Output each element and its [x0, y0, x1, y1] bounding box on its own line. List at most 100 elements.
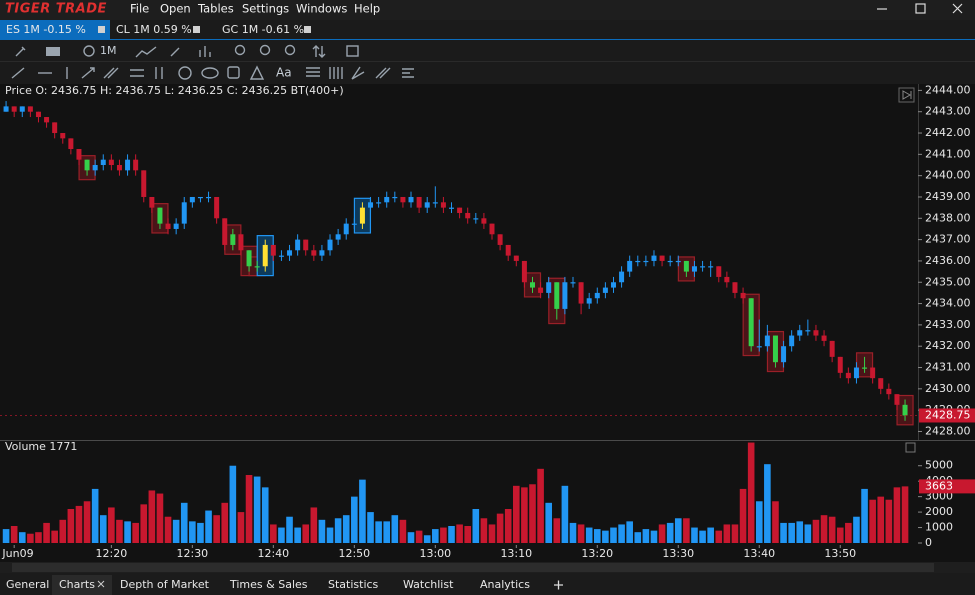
volume-bar [496, 513, 504, 543]
panel-button[interactable] [898, 87, 915, 103]
volume-bar [286, 516, 293, 543]
draw-tool[interactable] [11, 67, 25, 79]
draw-tool[interactable] [227, 66, 240, 79]
volume-bar [731, 524, 739, 543]
candle-body [351, 223, 357, 225]
candle-body [602, 287, 608, 293]
candle-body [862, 367, 868, 369]
bottom-tab[interactable]: Times & Sales [229, 578, 308, 591]
candle-body [222, 218, 228, 245]
tab-label[interactable]: CL 1M 0.59 % [116, 23, 192, 36]
candle-body [44, 117, 50, 123]
tool-icon[interactable] [259, 44, 271, 56]
y-tick-label: 2436.00 [925, 254, 971, 267]
volume-bar [610, 527, 617, 543]
toolbar-row-1: 1M [15, 44, 359, 58]
active-bottom-tab[interactable] [52, 575, 112, 595]
volume-bar [108, 507, 115, 543]
add-tab[interactable] [554, 580, 563, 590]
tool-icon[interactable] [15, 46, 26, 57]
candle-body [789, 335, 795, 347]
last-volume-tag [919, 479, 975, 494]
tool-icon[interactable] [135, 46, 157, 58]
bottom-tab[interactable]: Charts [59, 578, 95, 591]
menu-item[interactable]: Windows [296, 2, 347, 16]
draw-tool[interactable] [178, 66, 192, 80]
tool-icon[interactable] [170, 47, 180, 57]
volume-bar [318, 519, 326, 543]
bottom-tab[interactable]: Depth of Market [120, 578, 210, 591]
price-info: Price O: 2436.75 H: 2436.75 L: 2436.25 C… [5, 84, 344, 97]
volume-bar [310, 507, 318, 543]
toolbar-label[interactable]: 1M [100, 44, 117, 57]
draw-tool[interactable] [103, 67, 119, 79]
volume-bar [432, 529, 439, 543]
toolbar-label[interactable]: Aa [276, 66, 292, 80]
tool-icon[interactable] [346, 45, 359, 57]
volume-bar [326, 527, 334, 543]
tool-icon[interactable] [83, 45, 95, 57]
menu-item[interactable]: File [130, 2, 149, 16]
candle-body [440, 202, 446, 208]
draw-tool[interactable] [130, 69, 144, 77]
draw-tool[interactable] [81, 67, 95, 79]
volume-tick-label: 2000 [925, 505, 953, 518]
volume-bar [140, 504, 148, 543]
menu-item[interactable]: Tables [197, 2, 234, 16]
tool-icon[interactable] [199, 46, 211, 57]
candle-body [424, 202, 430, 208]
draw-tool[interactable] [201, 67, 219, 79]
volume-bar [2, 529, 10, 543]
menu-item[interactable]: Open [160, 2, 191, 16]
scroll-thumb[interactable] [12, 563, 934, 572]
candle-body [497, 234, 503, 245]
volume-bar [707, 527, 714, 543]
candle-body [125, 159, 131, 171]
volume-bar [642, 529, 650, 543]
draw-tool[interactable] [155, 67, 163, 79]
tool-icon[interactable] [284, 44, 296, 56]
x-tick-label: 13:10 [500, 547, 532, 560]
volume-bar [391, 515, 399, 543]
tab-label[interactable]: ES 1M -0.15 % [6, 23, 86, 36]
draw-tool[interactable] [249, 65, 265, 80]
draw-tool[interactable] [351, 66, 365, 80]
maximize[interactable] [915, 3, 926, 14]
volume-bar [561, 485, 569, 543]
candle-body [278, 255, 284, 257]
candle-body [35, 111, 41, 118]
draw-tool[interactable] [306, 67, 320, 77]
candle-body [659, 255, 665, 261]
tool-icon[interactable] [234, 44, 246, 56]
last-volume-label: 3663 [925, 479, 953, 492]
menu-item[interactable]: Settings [242, 2, 289, 16]
bottom-tab[interactable]: General [6, 578, 49, 591]
candle-body [19, 106, 25, 112]
tool-icon[interactable] [46, 47, 60, 56]
menu-item[interactable]: Help [354, 2, 380, 16]
close[interactable] [952, 3, 963, 14]
volume-tick-label: 5000 [925, 459, 953, 472]
price-panel [0, 84, 918, 440]
draw-tool[interactable] [375, 67, 391, 79]
volume-bar [488, 524, 496, 543]
tab-close[interactable] [97, 580, 105, 588]
candle-body [181, 202, 187, 224]
tool-icon[interactable] [312, 45, 326, 58]
panel-button[interactable] [905, 442, 916, 453]
bottom-tab[interactable]: Watchlist [403, 578, 454, 591]
bottom-tab[interactable]: Analytics [480, 578, 530, 591]
draw-tool[interactable] [329, 67, 343, 79]
candle-body [772, 335, 778, 363]
bottom-tab[interactable]: Statistics [328, 578, 379, 591]
candle-body [11, 106, 17, 112]
volume-bar [43, 522, 50, 543]
candle-body [700, 266, 706, 268]
volume-bar [796, 521, 804, 543]
draw-tool[interactable] [402, 68, 414, 78]
tab-label[interactable]: GC 1M -0.61 % [222, 23, 304, 36]
candle-body [529, 282, 535, 288]
candle-body [732, 282, 738, 293]
volume-bar [415, 530, 423, 543]
active-tab[interactable] [0, 20, 110, 39]
